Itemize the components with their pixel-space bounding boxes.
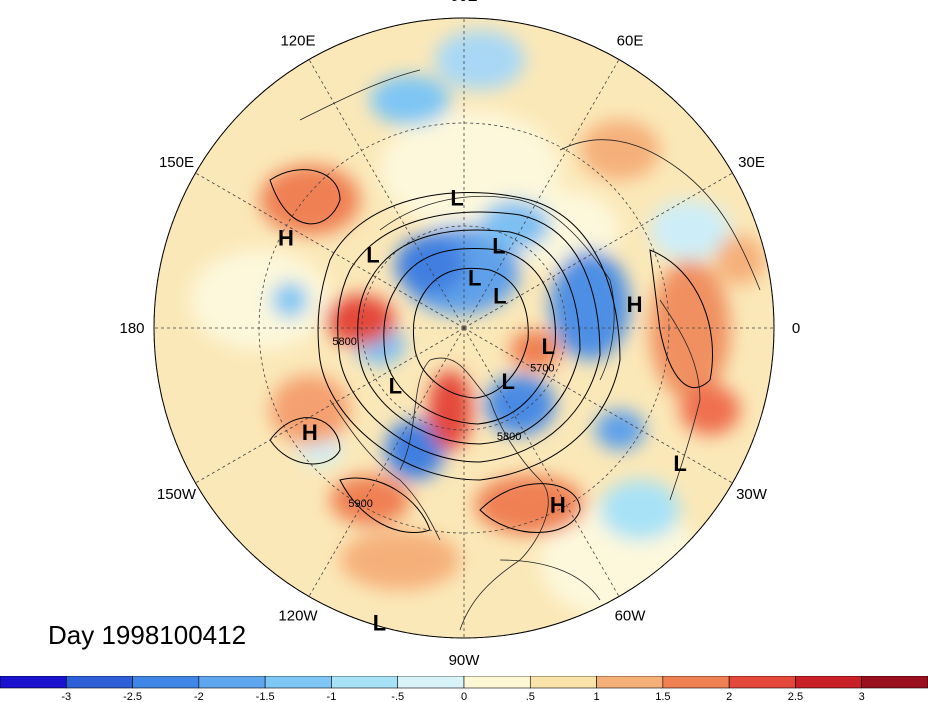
colorbar-box bbox=[198, 676, 266, 689]
colorbar-tick-label: 3 bbox=[859, 691, 865, 702]
colorbar-box bbox=[0, 676, 67, 689]
longitude-label: 60W bbox=[615, 608, 647, 625]
low-pressure-marker: L bbox=[468, 265, 481, 290]
high-pressure-marker: H bbox=[278, 225, 294, 250]
contour-labels: 5800 5700 5800 5900 bbox=[332, 336, 554, 510]
low-pressure-marker: L bbox=[493, 284, 506, 309]
longitude-label: 90W bbox=[449, 652, 481, 669]
colorbar-tick-label: 0 bbox=[461, 691, 467, 702]
low-pressure-marker: L bbox=[373, 611, 386, 636]
low-pressure-marker: L bbox=[389, 374, 402, 399]
longitude-label: 60E bbox=[617, 32, 644, 49]
colorbar-box bbox=[264, 676, 332, 689]
high-pressure-marker: H bbox=[302, 420, 318, 445]
meridian-line bbox=[308, 327, 465, 597]
longitude-label: 120W bbox=[278, 608, 318, 625]
colorbar-boxes bbox=[0, 676, 928, 689]
colorbar-ticks: -3 -2.5 -2 -1.5 -1 -.5 0 .5 1 1.5 2 2.5 3 bbox=[61, 691, 864, 702]
map-title: Day 1998100412 bbox=[48, 620, 247, 650]
colorbar-tick-label: .5 bbox=[526, 691, 535, 702]
low-pressure-marker: L bbox=[502, 369, 515, 394]
colorbar-box bbox=[728, 676, 796, 689]
colorbar-tick-label: 2 bbox=[726, 691, 732, 702]
colorbar-box bbox=[662, 676, 730, 689]
colorbar-tick-label: -.5 bbox=[391, 691, 404, 702]
longitude-label: 120E bbox=[280, 32, 315, 49]
longitude-labels: 90E 60E 30E 0 30W 60W 90W 120W 150W 180 150E 120E bbox=[119, 0, 800, 669]
contour-value-label: 5800 bbox=[332, 336, 356, 348]
longitude-label: 30W bbox=[736, 486, 768, 503]
low-pressure-marker: L bbox=[492, 234, 505, 259]
meridian-line bbox=[463, 172, 733, 329]
meridian-line bbox=[195, 327, 465, 484]
colorbar-tick-label: -2 bbox=[194, 691, 204, 702]
colorbar-tick-label: -2.5 bbox=[123, 691, 142, 702]
low-pressure-marker: L bbox=[673, 451, 686, 476]
low-pressure-marker: L bbox=[450, 185, 463, 210]
map-boundary bbox=[153, 17, 775, 639]
colorbar-box bbox=[861, 676, 928, 689]
colorbar-box bbox=[132, 676, 200, 689]
colorbar-tick-label: -1.5 bbox=[256, 691, 275, 702]
meridian-line bbox=[463, 327, 620, 597]
longitude-label: 0 bbox=[792, 320, 800, 337]
meridian-line bbox=[308, 59, 465, 329]
colorbar-tick-label: 1 bbox=[594, 691, 600, 702]
contour-value-label: 5700 bbox=[530, 362, 554, 374]
longitude-label: 90E bbox=[451, 0, 478, 5]
colorbar-box bbox=[529, 676, 597, 689]
contour-value-label: 5800 bbox=[497, 431, 521, 443]
colorbar-tick-label: 1.5 bbox=[655, 691, 670, 702]
meridian-line bbox=[463, 59, 620, 329]
colorbar-tick-label: -1 bbox=[327, 691, 337, 702]
colorbar-box bbox=[596, 676, 664, 689]
colorbar-tick-label: 2.5 bbox=[788, 691, 803, 702]
height-contours bbox=[269, 169, 713, 534]
longitude-label: 180 bbox=[119, 320, 144, 337]
high-pressure-marker: H bbox=[627, 292, 643, 317]
coastlines bbox=[299, 69, 761, 631]
longitude-label: 150W bbox=[157, 486, 197, 503]
meridian-line bbox=[463, 327, 733, 484]
colorbar-box bbox=[331, 676, 399, 689]
colorbar-box bbox=[795, 676, 863, 689]
colorbar-tick-label: -3 bbox=[61, 691, 71, 702]
low-pressure-marker: L bbox=[542, 334, 555, 359]
colorbar: -3 -2.5 -2 -1.5 -1 -.5 0 .5 1 1.5 2 2.5 3 bbox=[0, 676, 928, 702]
polar-stereographic-map: 90E 60E 30E 0 30W 60W 90W 120W 150W 180 150E 120E L… bbox=[119, 0, 800, 669]
low-pressure-marker: L bbox=[366, 242, 379, 267]
colorbar-box bbox=[463, 676, 531, 689]
longitude-label: 150E bbox=[159, 154, 194, 171]
colorbar-box bbox=[397, 676, 465, 689]
longitude-label: 30E bbox=[738, 154, 765, 171]
contour-value-label: 5900 bbox=[348, 498, 372, 510]
colorbar-box bbox=[65, 676, 133, 689]
high-pressure-marker: H bbox=[550, 492, 566, 517]
meridian-line bbox=[195, 172, 465, 329]
